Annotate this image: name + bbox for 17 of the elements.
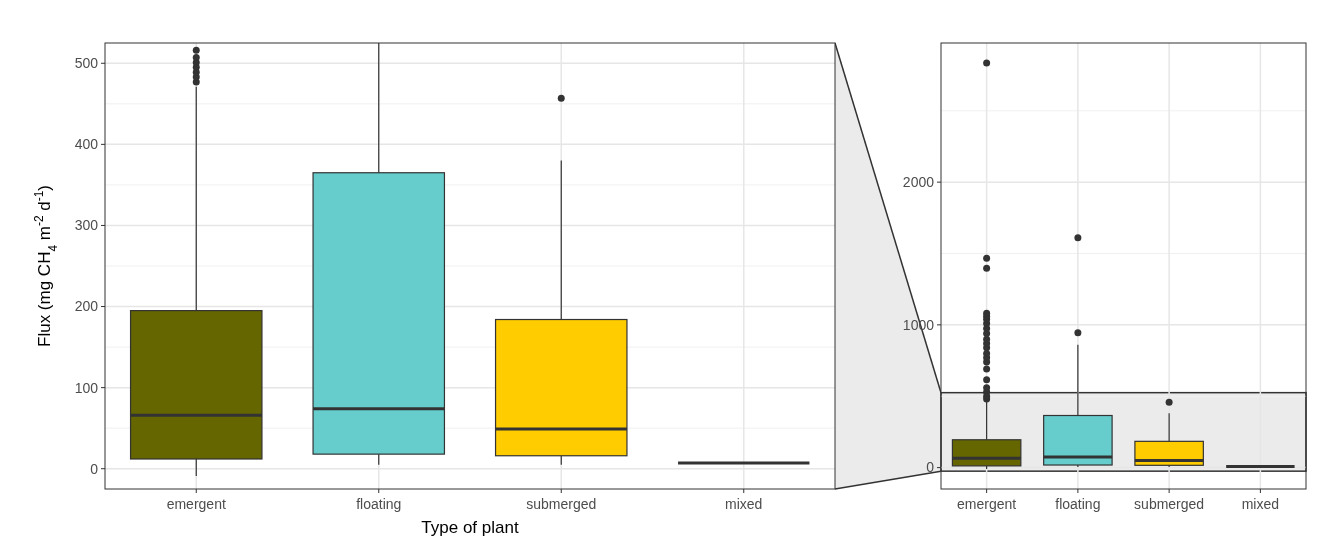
x-tick-label: mixed [1241, 496, 1280, 512]
x-axis-title: Type of plant [421, 518, 519, 537]
y-tick-label: 2000 [902, 174, 935, 191]
x-tick-label: emergent [166, 496, 226, 512]
x-tick-label: floating [1055, 496, 1101, 512]
y-tick-label: 300 [74, 217, 99, 234]
y-tick-label: 200 [74, 298, 99, 315]
x-tick-label: emergent [957, 496, 1017, 512]
x-tick-label: floating [356, 496, 402, 512]
y-tick-label: 500 [74, 55, 99, 72]
y-tick-label: 100 [74, 379, 99, 396]
y-tick-label: 0 [90, 460, 99, 477]
x-tick-label: submerged [526, 496, 597, 512]
x-tick-label: mixed [725, 496, 763, 512]
y-tick-label: 400 [74, 136, 99, 153]
y-tick-label: 0 [926, 459, 935, 476]
x-tick-label: submerged [1134, 496, 1205, 512]
